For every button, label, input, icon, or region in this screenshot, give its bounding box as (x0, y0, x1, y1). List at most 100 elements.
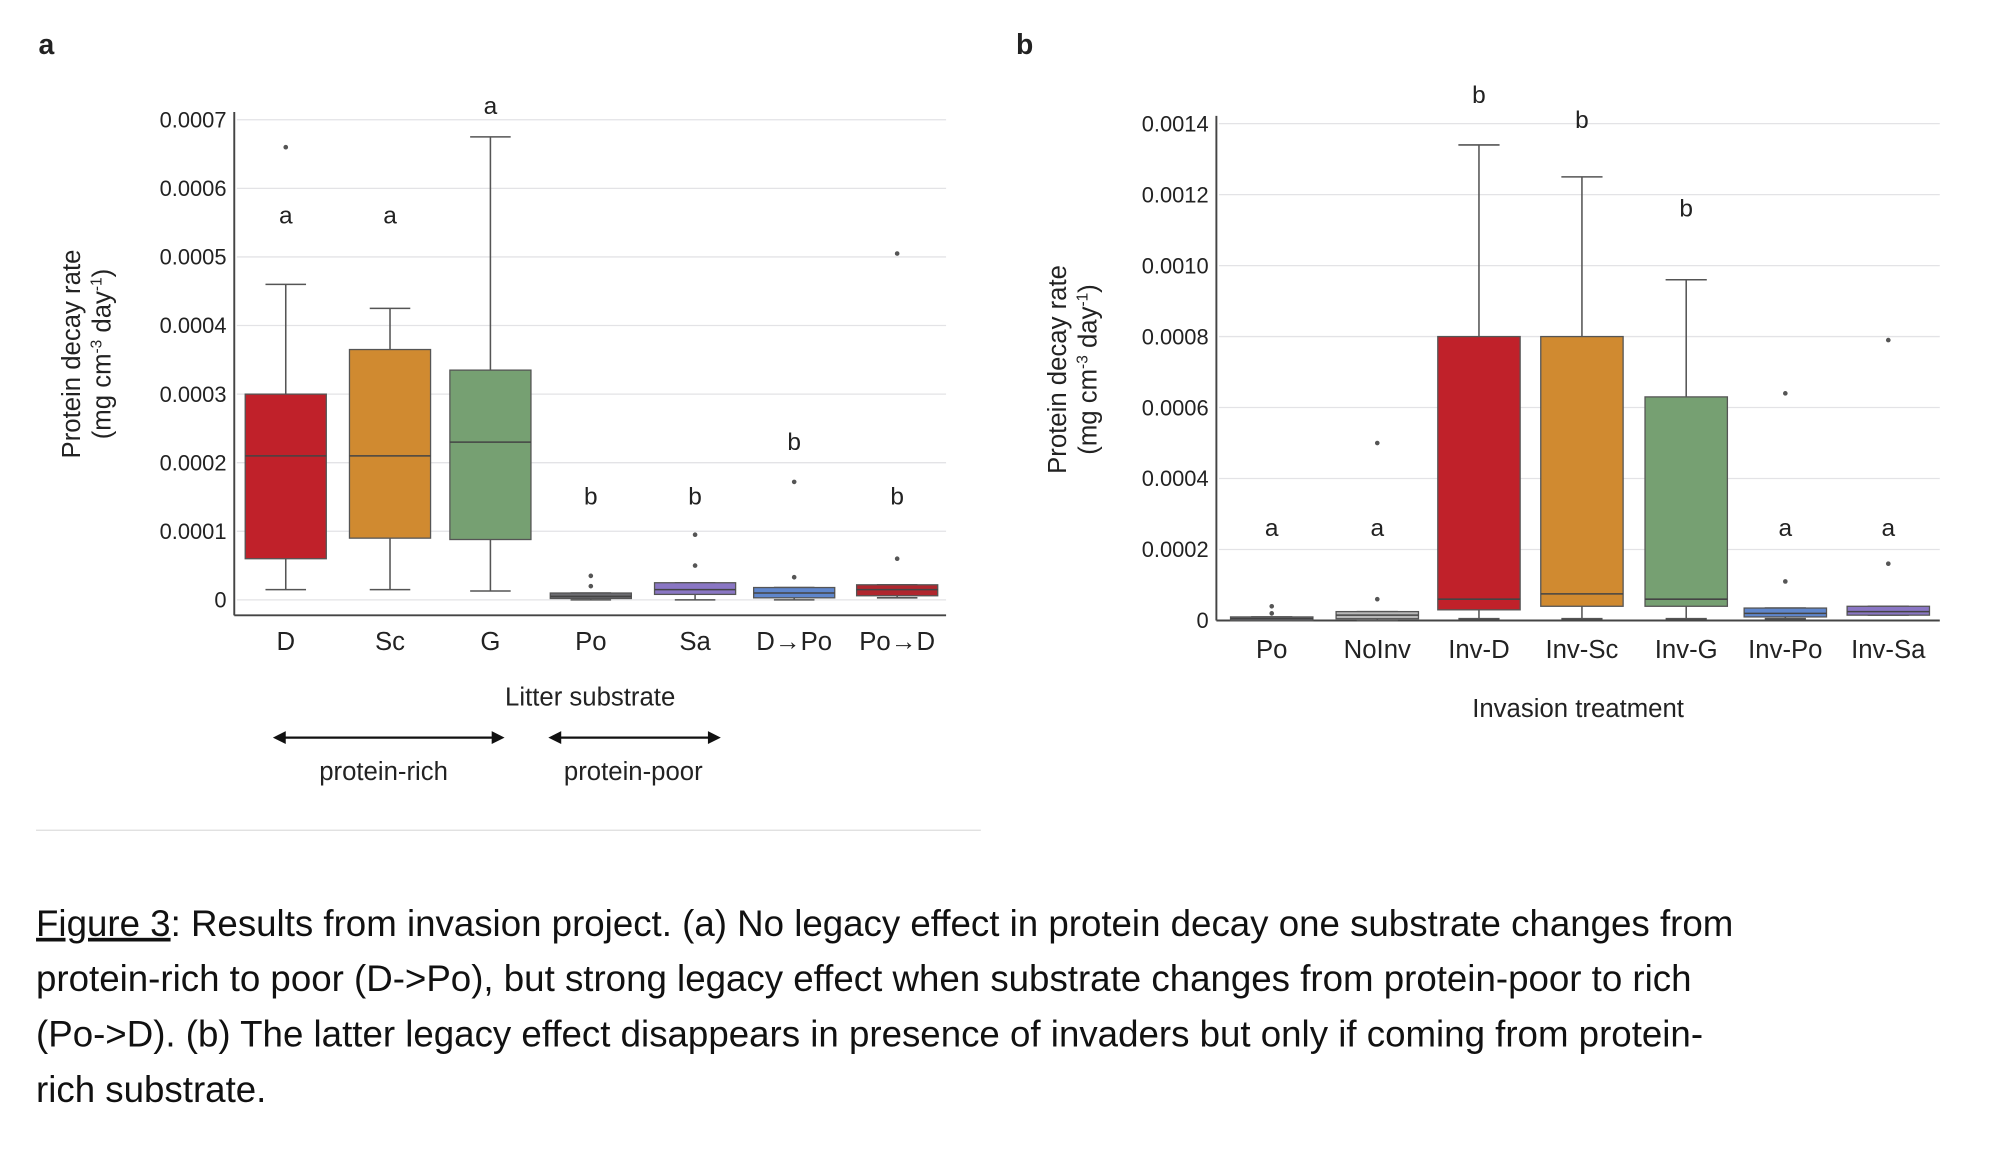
significance-letter: b (1679, 196, 1693, 223)
x-axis-label: Litter substrate (505, 683, 675, 711)
outlier-point (1374, 440, 1380, 446)
significance-letter: b (787, 429, 801, 456)
panel-label: a (38, 28, 54, 60)
x-tick-label: D→Po (756, 628, 832, 656)
y-axis-label: Protein decay rate (1044, 265, 1072, 474)
outlier-point (692, 532, 698, 538)
outlier-point (1374, 596, 1380, 602)
y-tick-label: 0.0006 (1142, 395, 1209, 420)
x-axis-label: Invasion treatment (1472, 695, 1684, 723)
group-label: protein-poor (564, 758, 703, 786)
x-tick-label: Inv-G (1655, 636, 1718, 664)
box-Sc (348, 307, 432, 591)
arrowhead-left-icon (548, 731, 562, 745)
box-Inv-G (1644, 279, 1729, 620)
box-Sa (653, 532, 737, 601)
units-text: day (1075, 306, 1103, 355)
outlier-point (1885, 337, 1891, 343)
x-tick-label: Inv-Po (1748, 636, 1822, 664)
y-tick-label: 0.0002 (1142, 537, 1209, 562)
significance-letter: a (383, 203, 397, 230)
y-tick-label: 0.0005 (160, 245, 227, 270)
x-tick-label: Po (575, 628, 606, 656)
box-iqr (1846, 605, 1931, 616)
y-axis-units: (mg cm-3 day-1) (1075, 284, 1103, 454)
x-tick-label: Sc (375, 628, 405, 656)
caption-line-3: (Po->D). (b) The latter legacy effect di… (36, 1014, 1703, 1055)
box-Inv-Sc (1540, 176, 1624, 620)
box-Inv-Po (1743, 391, 1828, 620)
x-tick-label: NoInv (1344, 636, 1411, 664)
units-text: (mg cm (89, 353, 117, 439)
units-text: day (89, 291, 117, 340)
box-D→Po (753, 479, 836, 601)
box-Po→D (855, 251, 939, 599)
x-tick-label: Sa (679, 628, 711, 656)
units-text: ) (1075, 284, 1103, 293)
y-tick-label: 0.0004 (160, 313, 227, 338)
arrowhead-left-icon (272, 731, 286, 745)
outlier-point (791, 479, 797, 485)
figure-caption: Figure 3: Results from invasion project.… (36, 903, 1733, 1110)
y-axis-label: Protein decay rate (58, 250, 86, 459)
outlier-point (1783, 391, 1788, 396)
box-iqr (449, 369, 532, 541)
outlier-point (1269, 611, 1275, 616)
y-tick-label: 0.0008 (1142, 324, 1209, 349)
box-D (244, 144, 327, 591)
y-tick-label: 0.0012 (1142, 182, 1209, 207)
x-tick-label: G (480, 628, 500, 656)
significance-letter: b (1575, 107, 1589, 134)
significance-letter: a (279, 203, 293, 230)
significance-letter: a (1370, 515, 1384, 542)
box-Po (1229, 603, 1314, 622)
svg-text:Figure 3: Results from invasio: Figure 3: Results from invasion project.… (36, 903, 1733, 944)
box-iqr (1743, 607, 1828, 618)
box-iqr (1437, 335, 1521, 611)
significance-letter: a (484, 93, 498, 120)
units-superscript: -3 (1075, 355, 1092, 369)
panel-a: a 0 0.0001 0.0002 0.0003 0.0004 0.0005 0.0006 0.… (38, 28, 947, 786)
caption-line-4: rich substrate. (36, 1069, 266, 1110)
units-text: (mg cm (1075, 369, 1103, 455)
significance-letter: a (1779, 515, 1793, 542)
significance-letter: b (688, 484, 702, 511)
box-iqr (653, 582, 737, 596)
significance-letter: a (1881, 515, 1895, 542)
outlier-point (1885, 561, 1891, 567)
significance-letter: b (584, 484, 598, 511)
y-axis-units: (mg cm-3 day-1) (89, 269, 117, 439)
y-tick-label: 0.0003 (160, 382, 227, 407)
caption-line-1: : Results from invasion project. (a) No … (171, 903, 1734, 944)
outlier-point (791, 574, 797, 580)
box-iqr (348, 348, 432, 539)
y-tick-label: 0.0001 (160, 519, 227, 544)
caption-line-2: protein-rich to poor (D->Po), but strong… (36, 958, 1691, 999)
group-label: protein-rich (319, 758, 448, 786)
box-iqr (1644, 396, 1729, 607)
units-superscript: -1 (1075, 293, 1092, 307)
y-tick-label: 0.0006 (160, 176, 227, 201)
y-tick-label: 0.0004 (1142, 466, 1209, 491)
outlier-point (1783, 579, 1788, 584)
box-Po (549, 573, 633, 601)
x-tick-label: Inv-Sc (1545, 636, 1618, 664)
y-tick-label: 0.0014 (1142, 111, 1209, 136)
box-iqr (244, 393, 327, 560)
outlier-point (692, 563, 698, 568)
x-tick-label: D (276, 628, 295, 656)
x-tick-label: Po→D (859, 628, 935, 656)
significance-letter: a (1265, 515, 1279, 542)
significance-letter: b (1472, 82, 1486, 109)
outlier-point (894, 556, 900, 562)
box-iqr (1540, 335, 1624, 607)
y-tick-label: 0 (1196, 608, 1208, 633)
caption-figure-ref: Figure 3 (36, 903, 171, 944)
outlier-point (283, 144, 289, 150)
y-tick-label: 0.0002 (160, 450, 227, 475)
arrowhead-right-icon (707, 731, 721, 745)
box-NoInv (1335, 440, 1420, 622)
box-Inv-D (1437, 144, 1521, 620)
panel-b: b 0 0.0002 0.0004 0.0006 0.0008 0.0010 0.0012 0.… (1016, 28, 1940, 723)
